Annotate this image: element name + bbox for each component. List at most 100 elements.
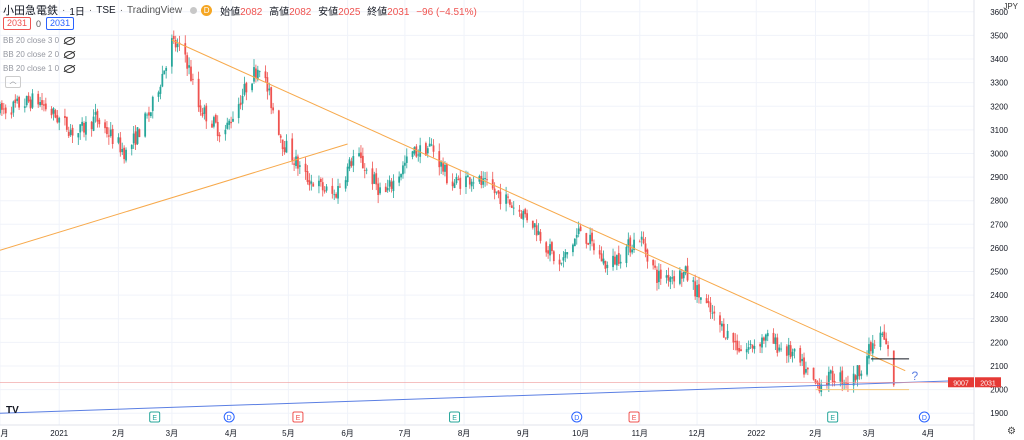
collapse-icon[interactable]: ︿ <box>5 76 21 88</box>
indicator-label: BB 20 close 3 0 <box>3 36 60 45</box>
candle-body <box>430 144 433 146</box>
candle-body <box>298 165 301 167</box>
candle-body <box>818 382 821 392</box>
symbol-name[interactable]: 小田急電鉄 <box>3 5 58 17</box>
earnings-event-marker[interactable] <box>149 411 161 423</box>
indicator-row[interactable]: BB 20 close 2 0 <box>3 50 76 59</box>
event-letter: E <box>452 415 457 422</box>
candle-body <box>136 127 139 144</box>
candle-body <box>121 148 124 153</box>
candle-body <box>58 117 61 123</box>
candle-body <box>560 262 563 264</box>
candle-body <box>740 349 742 352</box>
candle-body <box>245 82 248 93</box>
candle-body <box>251 83 253 91</box>
candle-body <box>883 331 886 340</box>
candle-body <box>348 159 351 169</box>
candle-body <box>4 107 7 114</box>
y-tick-label: 2200 <box>990 338 1008 347</box>
candle-body <box>83 122 85 133</box>
candle-body <box>805 368 807 373</box>
sell-price-button[interactable]: 2031 <box>3 17 32 30</box>
candle-body <box>379 187 381 194</box>
candle-body <box>98 119 101 125</box>
candle-body <box>451 181 454 187</box>
candle-body <box>699 297 702 300</box>
eye-off-icon[interactable] <box>64 36 76 45</box>
candle-body <box>484 178 486 180</box>
candle-body <box>104 122 106 129</box>
candle-body <box>161 73 164 87</box>
dividend-event-marker[interactable] <box>571 411 583 423</box>
candle-body <box>713 311 716 314</box>
candle-body <box>77 133 80 138</box>
candle-body <box>589 234 592 244</box>
candle-body <box>751 344 754 349</box>
candle-body <box>698 284 700 298</box>
candle-body <box>814 379 817 384</box>
candle-body <box>764 334 767 341</box>
x-tick-label: 12月 <box>0 429 8 438</box>
candle-body <box>428 143 431 147</box>
y-tick-label: 3100 <box>990 126 1008 135</box>
candle-body <box>638 241 641 243</box>
candle-body <box>375 173 378 185</box>
candle-body <box>600 253 603 262</box>
x-tick-label: 10月 <box>572 429 589 438</box>
indicator-label: BB 20 close 1 0 <box>3 64 60 73</box>
indicator-row[interactable]: BB 20 close 1 0 <box>3 64 76 73</box>
source-label: TradingView <box>127 4 183 16</box>
gear-icon[interactable]: ⚙ <box>1007 426 1016 437</box>
eye-off-icon[interactable] <box>64 64 76 73</box>
candle-body <box>402 165 404 175</box>
x-tick-label: 4月 <box>225 429 237 438</box>
interval-label[interactable]: 1日 <box>69 6 85 18</box>
dividend-event-marker[interactable] <box>223 411 235 423</box>
dividend-event-marker[interactable] <box>918 411 930 423</box>
indicator-row[interactable]: BB 20 close 3 0 <box>3 36 76 45</box>
earnings-event-marker[interactable] <box>628 411 640 423</box>
candle-body <box>493 188 496 194</box>
candle-body <box>615 255 618 266</box>
candle-body <box>724 337 727 339</box>
earnings-event-marker[interactable] <box>292 411 304 423</box>
candle-body <box>144 113 147 137</box>
candle-body <box>654 265 656 268</box>
candle-body <box>163 70 166 75</box>
candle-body <box>205 105 208 122</box>
candle-body <box>665 275 668 278</box>
candle-body <box>92 116 95 131</box>
symbol-code-label: 9007 <box>953 380 969 387</box>
x-tick-label: 5月 <box>282 429 294 438</box>
candle-body <box>174 39 177 48</box>
candle-body <box>440 161 443 167</box>
y-tick-label: 2300 <box>990 315 1008 324</box>
y-tick-label: 2800 <box>990 197 1008 206</box>
candle-body <box>820 384 823 392</box>
candle-body <box>151 96 154 111</box>
candle-body <box>566 252 569 255</box>
y-tick-label: 2000 <box>990 386 1008 395</box>
candle-body <box>465 176 467 188</box>
candle-body <box>470 181 473 187</box>
candle-body <box>669 277 672 283</box>
candle-body <box>411 151 414 157</box>
eye-off-icon[interactable] <box>64 50 76 59</box>
currency-label[interactable]: JPY <box>1003 2 1018 11</box>
candle-body <box>885 338 888 345</box>
earnings-event-marker[interactable] <box>827 411 839 423</box>
candle-body <box>468 177 471 185</box>
candle-body <box>869 342 872 352</box>
candle-body <box>293 163 296 165</box>
delayed-data-icon[interactable]: D <box>201 4 213 16</box>
candle-body <box>694 281 697 297</box>
candle-body <box>386 187 389 191</box>
candle-body <box>16 98 19 101</box>
candle-body <box>214 114 217 123</box>
candle-body <box>239 102 242 106</box>
buy-price-button[interactable]: 2031 <box>46 17 75 30</box>
earnings-event-marker[interactable] <box>449 411 461 423</box>
trade-row: 2031 0 2031 <box>3 17 75 30</box>
candle-body <box>520 213 523 219</box>
